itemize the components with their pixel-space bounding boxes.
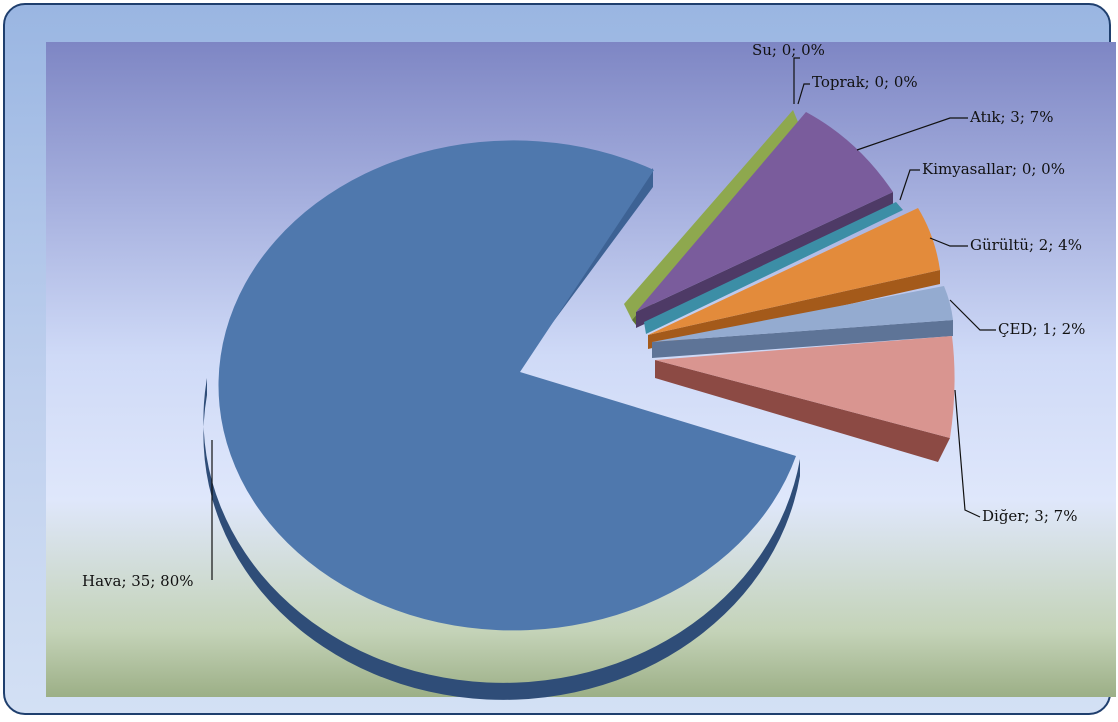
leader-su	[793, 57, 800, 104]
leader-ced	[949, 299, 996, 331]
leader-diger	[954, 389, 981, 518]
label-kimyasallar: Kimyasallar; 0; 0%	[922, 160, 1065, 178]
label-ced: ÇED; 1; 2%	[998, 320, 1085, 338]
leader-gurultu	[929, 237, 968, 247]
label-toprak: Toprak; 0; 0%	[812, 73, 918, 91]
label-gurultu: Gürültü; 2; 4%	[970, 236, 1082, 254]
label-diger: Diğer; 3; 7%	[982, 507, 1077, 525]
slice-side-atik	[636, 192, 893, 328]
leader-kimyasallar	[899, 169, 920, 201]
label-atik: Atık; 3; 7%	[969, 108, 1053, 126]
slice-ced	[652, 286, 953, 342]
slice-side-diger	[655, 360, 950, 462]
label-hava: Hava; 35; 80%	[82, 572, 194, 590]
slice-side-ced	[652, 320, 953, 358]
label-su: Su; 0; 0%	[752, 41, 825, 59]
slice-atik	[636, 112, 893, 312]
slice-diger	[655, 336, 955, 438]
slice-su	[624, 110, 798, 320]
leader-atik	[856, 117, 968, 151]
slice-hava	[218, 140, 796, 631]
slice-gurultu	[648, 208, 940, 335]
slice-kimyasallar	[644, 202, 903, 334]
leader-toprak	[797, 83, 810, 105]
